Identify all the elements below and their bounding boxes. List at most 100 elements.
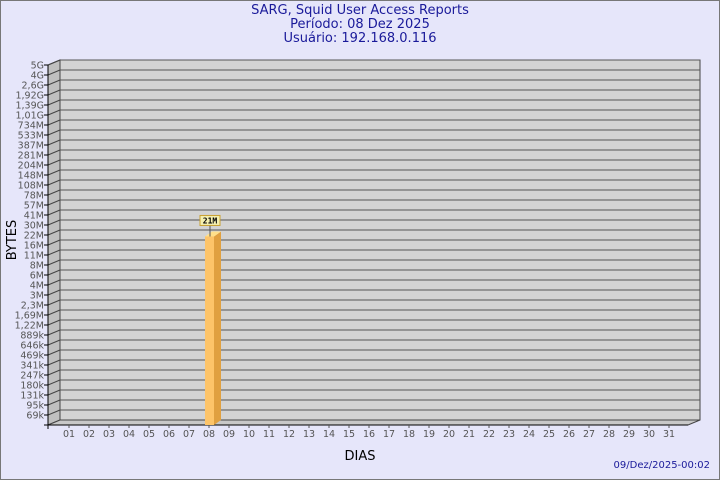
- x-tick-label: 28: [603, 429, 615, 440]
- y-grid-side: [47, 269, 61, 276]
- x-tick-label: 22: [483, 429, 495, 440]
- y-grid-side: [47, 59, 61, 66]
- y-grid-side: [47, 109, 61, 116]
- bar: [205, 236, 214, 425]
- chart-user: Usuário: 192.168.0.116: [283, 31, 437, 46]
- x-tick-label: 11: [263, 429, 275, 440]
- y-tick-label: 6M: [30, 271, 44, 282]
- y-tick-label: 4G: [31, 71, 44, 82]
- x-tick-label: 09: [223, 429, 235, 440]
- y-tick-label: 341k: [20, 361, 44, 372]
- bar-top: [205, 231, 221, 237]
- y-grid-side: [47, 129, 61, 136]
- y-grid-side: [47, 289, 61, 296]
- y-tick-label: 1,69M: [15, 311, 44, 322]
- y-grid-side: [47, 179, 61, 186]
- x-tick-label: 05: [143, 429, 155, 440]
- x-tick-label: 01: [63, 429, 75, 440]
- y-tick-label: 533M: [18, 131, 44, 142]
- y-tick-label: 3M: [30, 291, 44, 302]
- x-tick-label: 18: [403, 429, 415, 440]
- x-tick-label: 16: [363, 429, 375, 440]
- y-tick-label: 1,39G: [15, 101, 44, 112]
- y-tick-label: 16M: [24, 241, 44, 252]
- y-tick-label: 5G: [31, 61, 44, 72]
- y-grid-side: [47, 149, 61, 156]
- y-tick-label: 95k: [26, 401, 44, 412]
- x-tick-label: 21: [463, 429, 475, 440]
- y-grid-side: [47, 349, 61, 356]
- y-grid-side: [47, 189, 61, 196]
- plot-floor: [47, 419, 701, 426]
- y-axis-label: BYTES: [5, 220, 20, 261]
- x-tick-label: 30: [643, 429, 655, 440]
- data-label-box: [199, 214, 221, 226]
- x-tick-label: 04: [123, 429, 135, 440]
- y-grid-side: [47, 79, 61, 86]
- y-tick-label: 69k: [26, 411, 44, 422]
- y-tick-label: 2,6G: [22, 81, 44, 92]
- y-tick-label: 469k: [20, 351, 44, 362]
- y-grid-side: [47, 319, 61, 326]
- x-tick-label: 23: [503, 429, 515, 440]
- y-grid-side: [47, 239, 61, 246]
- y-tick-label: 281M: [18, 151, 44, 162]
- x-tick-label: 25: [543, 429, 555, 440]
- y-tick-label: 78M: [24, 191, 44, 202]
- y-grid-side: [47, 259, 61, 266]
- x-tick-label: 06: [163, 429, 175, 440]
- y-tick-label: 1,92G: [15, 91, 44, 102]
- x-tick-label: 24: [523, 429, 535, 440]
- x-tick-label: 27: [583, 429, 595, 440]
- y-grid-side: [47, 199, 61, 206]
- y-tick-label: 247k: [20, 371, 44, 382]
- y-tick-label: 180k: [20, 381, 44, 392]
- x-tick-label: 03: [103, 429, 115, 440]
- x-tick-label: 07: [183, 429, 195, 440]
- y-tick-label: 646k: [20, 341, 44, 352]
- y-grid-side: [47, 209, 61, 216]
- y-tick-label: 108M: [18, 181, 44, 192]
- y-grid-side: [47, 219, 61, 226]
- chart-title: SARG, Squid User Access Reports: [251, 3, 469, 18]
- x-tick-label: 31: [663, 429, 675, 440]
- y-tick-label: 2,3M: [21, 301, 44, 312]
- x-tick-label: 17: [383, 429, 395, 440]
- y-grid-side: [47, 159, 61, 166]
- y-grid-side: [47, 169, 61, 176]
- x-axis-label: DIAS: [345, 449, 376, 464]
- y-grid-side: [47, 119, 61, 126]
- y-grid-side: [47, 69, 61, 76]
- y-grid-side: [47, 309, 61, 316]
- y-grid-side: [47, 89, 61, 96]
- y-tick-label: 387M: [18, 141, 44, 152]
- y-grid-side: [47, 249, 61, 256]
- x-tick-label: 02: [83, 429, 95, 440]
- y-grid-side: [47, 369, 61, 376]
- x-tick-label: 14: [323, 429, 335, 440]
- y-grid-side: [47, 139, 61, 146]
- x-tick-label: 12: [283, 429, 295, 440]
- y-grid-side: [47, 409, 61, 416]
- x-tick-label: 08: [203, 429, 215, 440]
- y-tick-label: 41M: [24, 211, 44, 222]
- y-tick-label: 1,22M: [15, 321, 44, 332]
- y-grid-side: [47, 329, 61, 336]
- bar-side: [214, 231, 221, 425]
- x-tick-label: 20: [443, 429, 455, 440]
- y-tick-label: 11M: [24, 251, 44, 262]
- y-tick-label: 8M: [30, 261, 44, 272]
- x-tick-label: 26: [563, 429, 575, 440]
- x-tick-label: 10: [243, 429, 255, 440]
- y-tick-label: 57M: [24, 201, 44, 212]
- y-grid-side: [47, 99, 61, 106]
- y-grid-side: [47, 279, 61, 286]
- y-grid-side: [47, 339, 61, 346]
- y-grid-side: [47, 399, 61, 406]
- y-grid-side: [47, 379, 61, 386]
- chart-period: Período: 08 Dez 2025: [290, 17, 430, 32]
- y-grid-side: [47, 359, 61, 366]
- y-tick-label: 22M: [24, 231, 44, 242]
- x-tick-label: 15: [343, 429, 355, 440]
